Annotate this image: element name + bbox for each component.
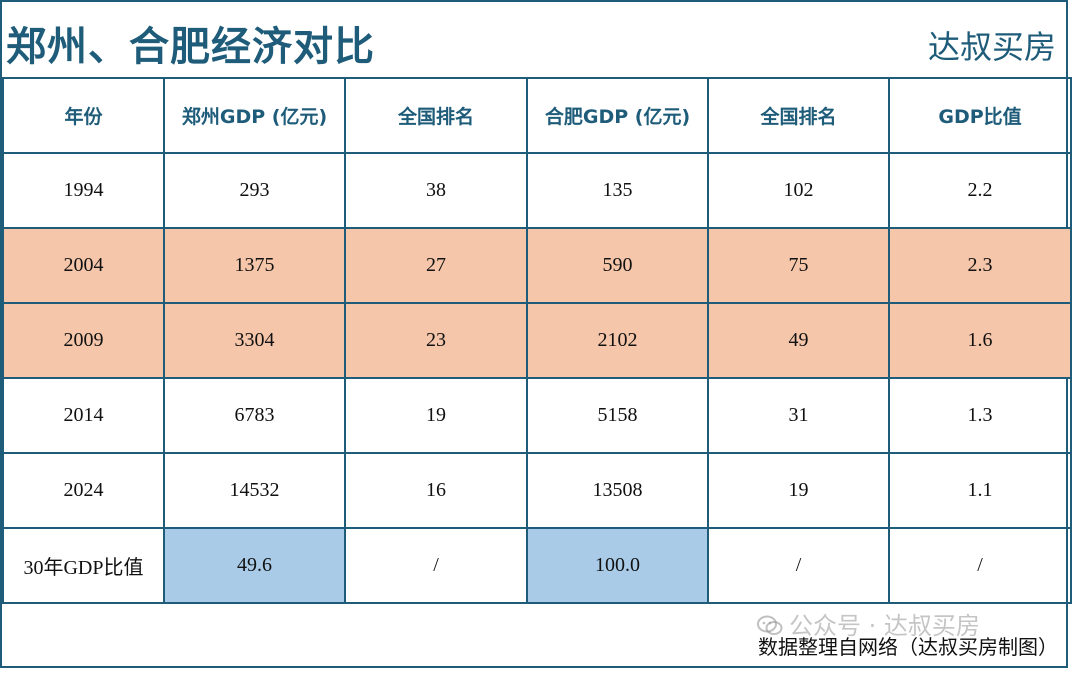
gdp-comparison-table: 年份 郑州GDP (亿元) 全国排名 合肥GDP (亿元) 全国排名 GDP比值… — [2, 77, 1072, 604]
cell-zhengzhou-gdp: 1375 — [163, 227, 346, 304]
column-header-zhengzhou-gdp: 郑州GDP (亿元) — [163, 77, 346, 154]
column-header-zhengzhou-rank: 全国排名 — [344, 77, 528, 154]
source-note: 数据整理自网络（达叔买房制图） — [758, 635, 1058, 659]
cell-year: 1994 — [2, 152, 165, 229]
cell-zhengzhou-gdp: 293 — [163, 152, 346, 229]
cell-hefei-rank: 31 — [707, 377, 890, 454]
table-row: 2024 14532 16 13508 19 1.1 — [2, 452, 1072, 529]
cell-hefei-gdp: 590 — [526, 227, 709, 304]
column-header-year: 年份 — [2, 77, 165, 154]
page-title: 郑州、合肥经济对比 — [6, 24, 375, 70]
cell-gdp-ratio: / — [888, 527, 1072, 604]
table-row-highlighted: 2004 1375 27 590 75 2.3 — [2, 227, 1072, 304]
cell-hefei-rank: / — [707, 527, 890, 604]
cell-hefei-gdp: 2102 — [526, 302, 709, 379]
column-header-hefei-gdp: 合肥GDP (亿元) — [526, 77, 709, 154]
cell-hefei-gdp: 5158 — [526, 377, 709, 454]
cell-zhengzhou-rank: 19 — [344, 377, 528, 454]
cell-hefei-rank: 75 — [707, 227, 890, 304]
table-row: 1994 293 38 135 102 2.2 — [2, 152, 1072, 229]
cell-year: 2009 — [2, 302, 165, 379]
cell-zhengzhou-growth: 49.6 — [163, 527, 346, 604]
cell-gdp-ratio: 1.3 — [888, 377, 1072, 454]
cell-gdp-ratio: 2.3 — [888, 227, 1072, 304]
cell-hefei-gdp: 13508 — [526, 452, 709, 529]
cell-zhengzhou-rank: 23 — [344, 302, 528, 379]
table-row: 2014 6783 19 5158 31 1.3 — [2, 377, 1072, 454]
cell-year: 2014 — [2, 377, 165, 454]
cell-zhengzhou-gdp: 3304 — [163, 302, 346, 379]
cell-gdp-ratio: 1.1 — [888, 452, 1072, 529]
table-row-highlighted: 2009 3304 23 2102 49 1.6 — [2, 302, 1072, 379]
cell-hefei-growth: 100.0 — [526, 527, 709, 604]
cell-zhengzhou-gdp: 14532 — [163, 452, 346, 529]
card-header: 郑州、合肥经济对比 达叔买房 — [2, 2, 1070, 77]
table-row-summary: 30年GDP比值 49.6 / 100.0 / / — [2, 527, 1072, 604]
brand-label: 达叔买房 — [927, 28, 1056, 66]
cell-year: 2024 — [2, 452, 165, 529]
cell-zhengzhou-gdp: 6783 — [163, 377, 346, 454]
cell-zhengzhou-rank: 27 — [344, 227, 528, 304]
column-header-gdp-ratio: GDP比值 — [888, 77, 1072, 154]
cell-zhengzhou-rank: / — [344, 527, 528, 604]
table-header-row: 年份 郑州GDP (亿元) 全国排名 合肥GDP (亿元) 全国排名 GDP比值 — [2, 77, 1072, 154]
cell-hefei-rank: 49 — [707, 302, 890, 379]
cell-hefei-gdp: 135 — [526, 152, 709, 229]
cell-zhengzhou-rank: 16 — [344, 452, 528, 529]
cell-gdp-ratio: 1.6 — [888, 302, 1072, 379]
cell-gdp-ratio: 2.2 — [888, 152, 1072, 229]
cell-hefei-rank: 19 — [707, 452, 890, 529]
card-footer: 数据整理自网络（达叔买房制图） — [2, 619, 1070, 670]
cell-year: 2004 — [2, 227, 165, 304]
cell-summary-label: 30年GDP比值 — [2, 527, 165, 604]
cell-hefei-rank: 102 — [707, 152, 890, 229]
column-header-hefei-rank: 全国排名 — [707, 77, 890, 154]
cell-zhengzhou-rank: 38 — [344, 152, 528, 229]
